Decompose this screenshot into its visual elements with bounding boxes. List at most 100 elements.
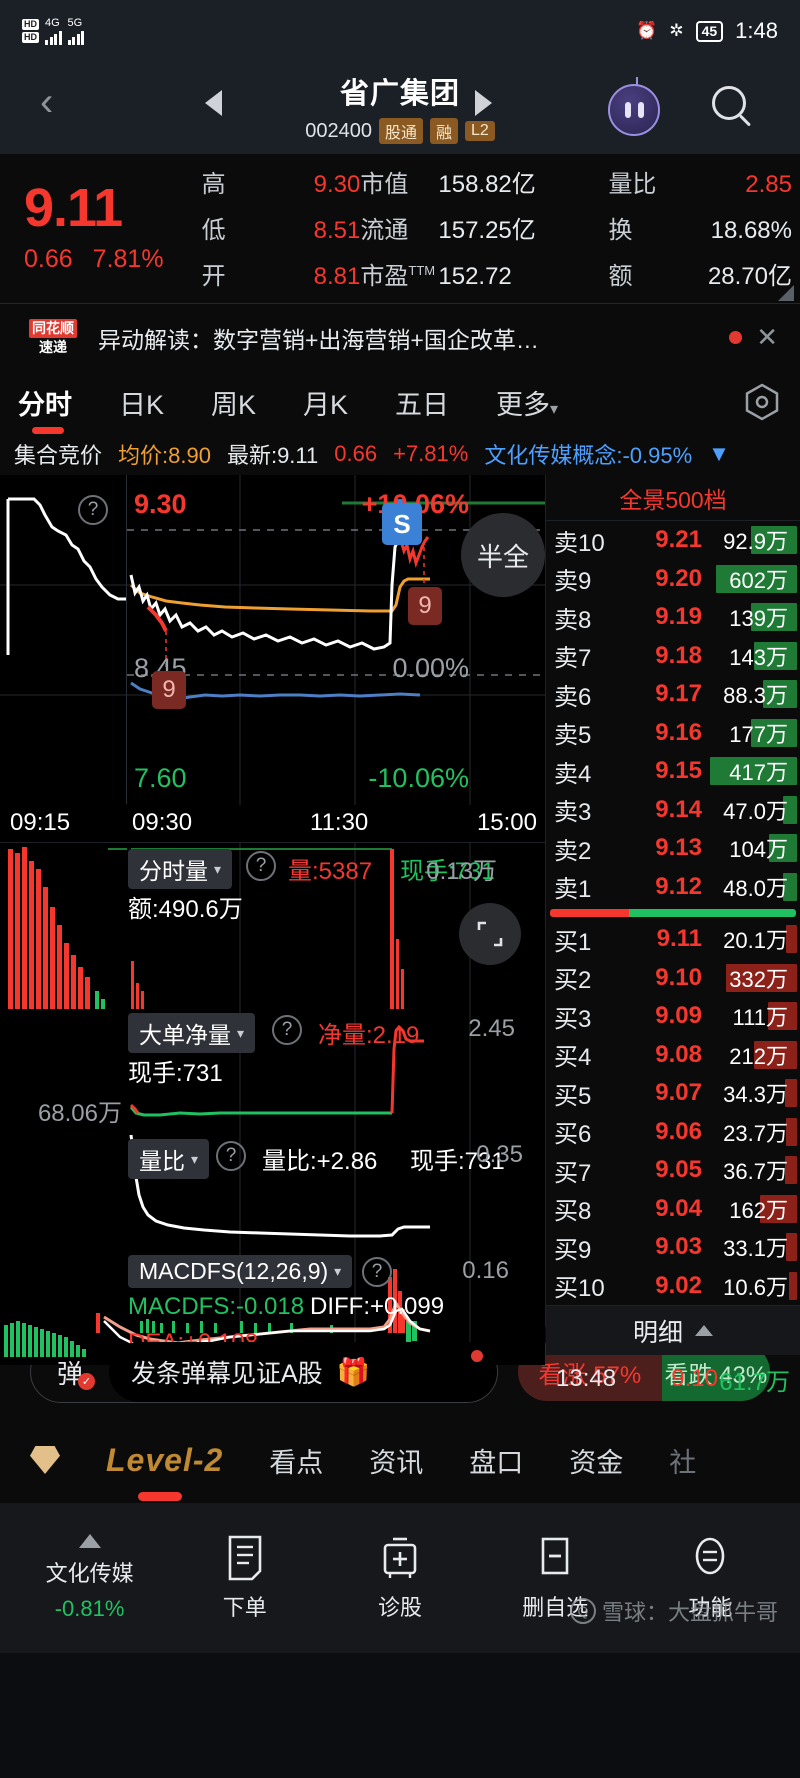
diagnose-button[interactable]: 诊股 (322, 1534, 477, 1622)
functions-button[interactable]: 功能 (633, 1534, 788, 1622)
bigorder-panel[interactable]: 大单净量 ▾ ? 净量:2.19 2.45 现手:731 68.06万 (0, 1009, 545, 1133)
help-icon-macd[interactable]: ? (362, 1257, 392, 1287)
ask-row[interactable]: 卖7 9.18 143万 (546, 637, 800, 676)
upper-limit-price: 9.30 (134, 489, 187, 519)
search-icon[interactable] (712, 86, 760, 134)
danmu-body[interactable]: 发条弹幕见证A股 🎁 (109, 1342, 497, 1402)
tab-weekly-k[interactable]: 周K (211, 389, 257, 420)
volume-panel[interactable]: 分时量 ▾ ? 量:5387 现手:731 0.13万 额:490.6万 (0, 843, 545, 1009)
news-banner[interactable]: 同花顺 速递 异动解读：数字营销+出海营销+国企改革… ✕ (0, 303, 800, 371)
strip-change: 0.66 (334, 441, 378, 466)
sell-marker-badge[interactable]: S (382, 503, 422, 545)
order-book-title[interactable]: 全景500档 (546, 475, 800, 521)
order-doc-icon (223, 1534, 267, 1582)
help-icon-volume[interactable]: ? (246, 851, 276, 881)
volratio-panel[interactable]: 量比 ▾ ? 量比:+2.86 现手:731 0.35 (0, 1133, 545, 1251)
ai-robot-icon[interactable] (608, 77, 660, 136)
volratio-grid (0, 1133, 545, 1251)
help-icon-bigorder[interactable]: ? (272, 1015, 302, 1045)
buy-marker-badge[interactable]: 9 (152, 671, 186, 709)
sector-indicator[interactable]: 文化传媒 -0.81% (12, 1534, 167, 1622)
sector-change: -0.81% (54, 1596, 125, 1621)
ticks-title: 明细 (632, 1318, 683, 1347)
concept-caret-icon[interactable]: ▼ (708, 441, 730, 466)
bid-row[interactable]: 买7 9.05 36.7万 (546, 1151, 800, 1190)
price-chart-panel[interactable]: ? 9.30 +10.06% 8.45 0.00% S 9 9 半全 7.60 … (0, 475, 545, 805)
level-volume: 104万 (729, 837, 788, 863)
tab-orderflow[interactable]: 盘口 (469, 1447, 524, 1478)
bid-row[interactable]: 买8 9.04 162万 (546, 1190, 800, 1229)
order-button[interactable]: 下单 (167, 1534, 322, 1622)
ths-logo-line1: 同花顺 (29, 319, 77, 338)
tab-five-day[interactable]: 五日 (395, 389, 450, 420)
level-volume: 34.3万 (723, 1082, 788, 1108)
tab-level2[interactable]: Level-2 (106, 1441, 224, 1501)
bid-row[interactable]: 买6 9.06 23.7万 (546, 1113, 800, 1152)
amount-label: 额 (608, 263, 633, 290)
bid-row[interactable]: 买1 9.11 20.1万 (546, 920, 800, 959)
tab-highlights[interactable]: 看点 (269, 1447, 324, 1478)
level-price: 9.09 (655, 1002, 702, 1030)
volratio-panel-label[interactable]: 量比 ▾ (128, 1139, 210, 1179)
level-volume: 36.7万 (723, 1159, 788, 1185)
ask-row[interactable]: 卖8 9.19 139万 (546, 598, 800, 637)
floating-halfscreen-button[interactable]: 半全 (461, 513, 545, 597)
tick-row[interactable]: 13:48 9.10 61.7万 (546, 1355, 800, 1403)
bid-row[interactable]: 买9 9.03 33.1万 (546, 1228, 800, 1267)
volume-panel-label[interactable]: 分时量 ▾ (128, 849, 233, 889)
danmu-icon[interactable]: 弹 ✓ (31, 1342, 109, 1402)
bid-row[interactable]: 买4 9.08 212万 (546, 1036, 800, 1075)
sort-up-icon[interactable] (695, 1325, 713, 1336)
level-label: 买10 (554, 1275, 605, 1303)
tab-monthly-k[interactable]: 月K (303, 389, 349, 420)
close-icon[interactable]: ✕ (756, 322, 778, 352)
depth-bar (753, 641, 797, 670)
price-marker-badge[interactable]: 9 (408, 587, 442, 625)
back-chevron-icon[interactable]: ‹ (40, 80, 54, 124)
tab-fenshi[interactable]: 分时 (18, 383, 72, 434)
tab-daily-k[interactable]: 日K (119, 389, 165, 420)
macd-panel-label[interactable]: MACDFS(12,26,9) ▾ (128, 1255, 353, 1288)
bid-row[interactable]: 买2 9.10 332万 (546, 959, 800, 998)
ask-row[interactable]: 卖9 9.20 602万 (546, 560, 800, 599)
level-volume: 48.0万 (723, 875, 788, 901)
watermark-text: 雪球：大盘抓牛哥 (601, 1600, 778, 1625)
tab-news[interactable]: 资讯 (369, 1447, 424, 1478)
tab-funds[interactable]: 资金 (569, 1447, 624, 1478)
ask-row[interactable]: 卖1 9.12 48.0万 (546, 868, 800, 907)
next-stock-icon[interactable] (475, 90, 492, 116)
ask-row[interactable]: 卖10 9.21 92.9万 (546, 521, 800, 560)
ask-row[interactable]: 卖3 9.14 47.0万 (546, 791, 800, 830)
ticks-header[interactable]: 明细 (546, 1305, 800, 1355)
ask-row[interactable]: 卖4 9.15 417万 (546, 752, 800, 791)
bid-row[interactable]: 买10 9.02 10.6万 (546, 1267, 800, 1306)
title-bar: ‹ 省广集团 002400 股通 融 L2 (0, 62, 800, 154)
expand-icon[interactable] (459, 903, 521, 965)
prev-stock-icon[interactable] (205, 90, 222, 116)
volume-scale: 0.13万 (426, 858, 497, 885)
ask-row[interactable]: 卖5 9.16 177万 (546, 714, 800, 753)
ask-row[interactable]: 卖6 9.17 88.3万 (546, 675, 800, 714)
depth-bar (767, 1002, 797, 1030)
help-icon-volratio[interactable]: ? (216, 1141, 246, 1171)
hd-tag-1: HD (22, 19, 39, 30)
bid-row[interactable]: 买5 9.07 34.3万 (546, 1074, 800, 1113)
help-icon[interactable]: ? (78, 495, 108, 525)
hexagon-settings-icon[interactable] (742, 382, 782, 422)
concept-link[interactable]: 文化传媒概念:-0.95% (484, 443, 693, 468)
depth-bar (784, 1079, 797, 1107)
level-volume: 332万 (729, 966, 788, 992)
gift-icon[interactable]: 🎁 (336, 1357, 371, 1387)
bid-row[interactable]: 买3 9.09 111万 (546, 997, 800, 1036)
tab-more[interactable]: 更多▾ (496, 389, 559, 420)
tab-community[interactable]: 社 (669, 1447, 697, 1478)
news-text[interactable]: 异动解读：数字营销+出海营销+国企改革… (98, 326, 539, 353)
danmu-input[interactable]: 弹 ✓ 发条弹幕见证A股 🎁 (30, 1341, 498, 1403)
level-label: 卖2 (554, 837, 592, 865)
ask-row[interactable]: 卖2 9.13 104万 (546, 829, 800, 868)
mid-pct: 0.00% (392, 653, 469, 683)
bigorder-panel-label[interactable]: 大单净量 ▾ (128, 1013, 256, 1053)
bigorder-now: 现手:731 (128, 1060, 223, 1087)
expand-corner-icon[interactable] (778, 285, 794, 301)
chart-period-tabs: 分时 日K 周K 月K 五日 更多▾ (0, 371, 800, 434)
